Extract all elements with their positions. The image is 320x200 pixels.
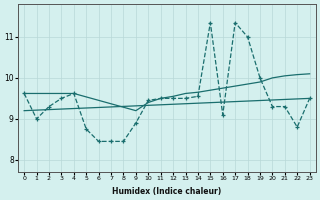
X-axis label: Humidex (Indice chaleur): Humidex (Indice chaleur) <box>112 187 221 196</box>
